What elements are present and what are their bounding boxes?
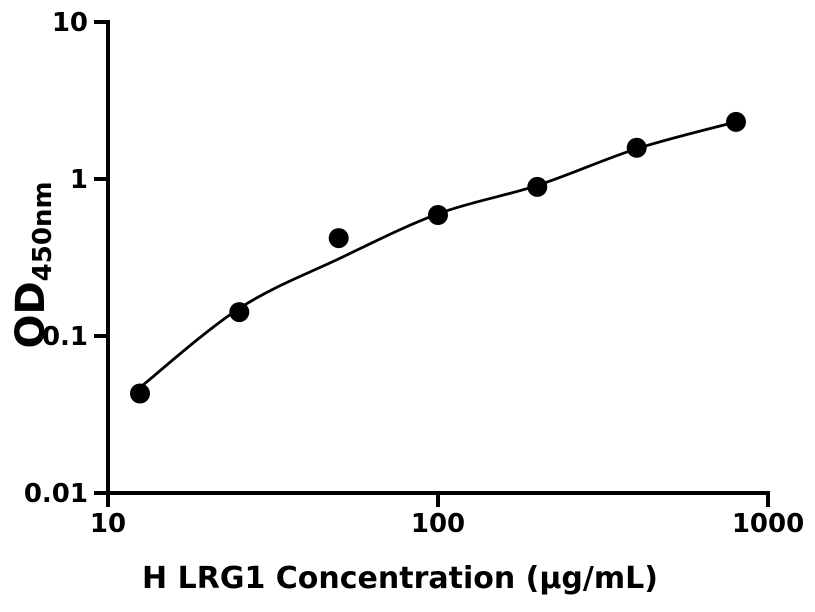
- data-point: [428, 205, 448, 225]
- y-tick-label: 1: [70, 165, 88, 195]
- y-axis-title-base: OD: [8, 281, 54, 348]
- data-point: [626, 137, 647, 158]
- axes: [106, 20, 770, 495]
- y-axis-title: OD450nm: [8, 181, 58, 348]
- data-point: [726, 111, 746, 132]
- axis-ticks: [94, 20, 770, 507]
- x-axis-title: H LRG1 Concentration (μg/mL): [142, 561, 658, 596]
- data-points: [130, 111, 746, 404]
- y-tick-label: 0.1: [42, 322, 88, 352]
- x-tick-label: 100: [411, 509, 465, 539]
- fit-curve-line: [139, 120, 737, 389]
- data-point: [130, 383, 150, 404]
- x-tick-label: 10: [90, 509, 126, 539]
- y-tick-label: 0.01: [24, 479, 88, 509]
- x-tick-label: 1000: [732, 509, 804, 539]
- data-point: [229, 302, 250, 323]
- y-axis-title-subscript: 450nm: [28, 181, 58, 281]
- data-point: [527, 176, 548, 197]
- data-point: [328, 228, 349, 249]
- y-tick-label: 10: [52, 8, 88, 38]
